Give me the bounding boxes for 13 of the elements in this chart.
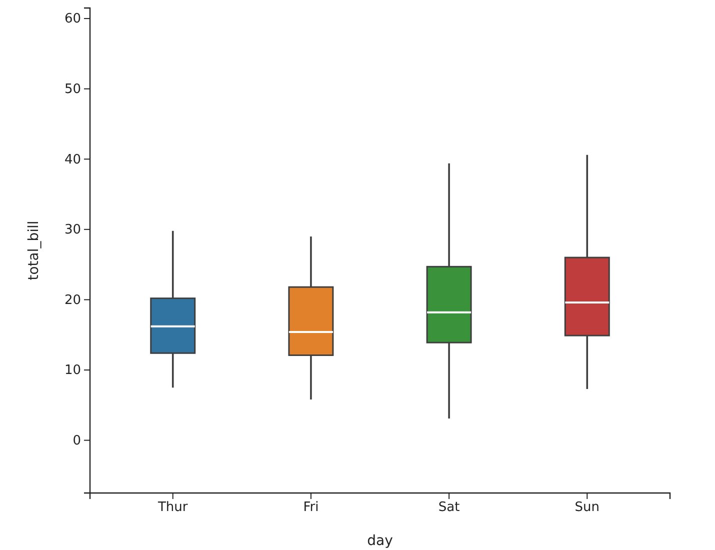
x-tick-label: Fri <box>303 500 319 516</box>
y-tick-label: 10 <box>64 363 81 378</box>
y-tick-label: 20 <box>64 292 81 308</box>
y-tick-label: 50 <box>64 82 81 97</box>
y-axis-title: total_bill <box>26 220 42 280</box>
x-tick-label: Sat <box>438 500 460 516</box>
y-tick-label: 60 <box>64 12 81 27</box>
x-tick-label: Thur <box>156 500 188 516</box>
y-tick-label: 30 <box>64 222 81 238</box>
y-tick-label: 0 <box>72 433 81 448</box>
x-tick-label: Sun <box>574 500 600 516</box>
x-axis-title: day <box>367 533 393 549</box>
y-tick-label: 40 <box>64 152 81 168</box>
